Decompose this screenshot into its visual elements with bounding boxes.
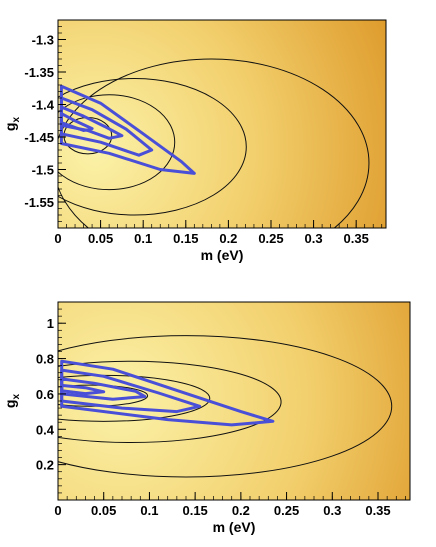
- y-tick-label: -1.5: [32, 163, 54, 178]
- chart-top-plot-area: [58, 20, 386, 228]
- chart-top-y-axis-label: gx: [2, 117, 22, 132]
- x-tick-label: 0.25: [274, 503, 299, 518]
- x-tick-label: 0.05: [91, 503, 116, 518]
- chart-bottom-x-axis-label: m (eV): [213, 519, 256, 535]
- confidence-contour-black: [58, 94, 176, 191]
- chart-bottom-contours: [58, 335, 393, 478]
- confidence-contour-blue: [60, 368, 202, 414]
- y-tick-label: -1.4: [32, 98, 55, 113]
- confidence-contour-blue: [59, 96, 154, 157]
- x-tick-label: 0.35: [344, 231, 369, 246]
- x-tick-label: 0.1: [140, 503, 158, 518]
- chart-bottom: 0 0.05 0.1 0.15 0.2 0.25 0.3 0.35 1 0.8 0.6 0.4 0.2…: [2, 301, 411, 535]
- confidence-contour-black: [58, 360, 282, 444]
- y-tick-label: -1.55: [24, 195, 54, 210]
- confidence-contour-blue: [60, 383, 106, 396]
- x-tick-label: 0.3: [305, 231, 323, 246]
- chart-top-y-axis: -1.3 -1.35 -1.4 -1.45 -1.5 -1.55: [24, 19, 66, 229]
- chart-bottom-plot-area: [58, 302, 410, 500]
- y-tick-label: 1: [47, 316, 54, 331]
- x-tick-label: 0.1: [134, 231, 152, 246]
- x-tick-label: 0.15: [182, 503, 207, 518]
- chart-top-x-axis-label: m (eV): [201, 247, 244, 263]
- y-tick-label: 0.8: [36, 352, 54, 367]
- x-tick-label: 0.2: [232, 503, 250, 518]
- chart-top: 0 0.05 0.1 0.15 0.2 0.25 0.3 0.35 -1.3 -1.35 -1.4…: [2, 19, 387, 263]
- chart-bottom-y-axis: 1 0.8 0.6 0.4 0.2: [36, 301, 66, 501]
- chart-top-contours: [58, 58, 370, 228]
- chart-bottom-y-axis-label: gx: [2, 394, 22, 409]
- x-tick-label: 0: [54, 503, 61, 518]
- confidence-contour-black: [58, 78, 247, 216]
- y-tick-label: 0.4: [36, 422, 55, 437]
- confidence-contour-blue: [60, 359, 275, 427]
- confidence-contour-black: [58, 384, 149, 407]
- confidence-contour-black: [58, 58, 370, 228]
- chart-top-x-axis: 0 0.05 0.1 0.15 0.2 0.25 0.3 0.35: [54, 220, 383, 246]
- y-tick-label: -1.45: [24, 130, 54, 145]
- chart-bottom-x-axis: 0 0.05 0.1 0.15 0.2 0.25 0.3 0.35: [54, 492, 406, 518]
- x-tick-label: 0.25: [258, 231, 283, 246]
- confidence-contour-black: [58, 335, 393, 478]
- confidence-contour-blue: [59, 84, 196, 175]
- y-tick-label: -1.35: [24, 65, 54, 80]
- x-tick-label: 0.15: [173, 231, 198, 246]
- y-tick-label: 0.2: [36, 458, 54, 473]
- x-tick-label: 0.3: [323, 503, 341, 518]
- x-tick-label: 0.35: [365, 503, 390, 518]
- confidence-contour-blue: [59, 112, 94, 132]
- x-tick-label: 0.05: [88, 231, 113, 246]
- y-tick-label: 0.6: [36, 387, 54, 402]
- confidence-contour-blue: [59, 105, 124, 140]
- y-tick-label: -1.3: [32, 33, 54, 48]
- x-tick-label: 0.2: [219, 231, 237, 246]
- x-tick-label: 0: [54, 231, 61, 246]
